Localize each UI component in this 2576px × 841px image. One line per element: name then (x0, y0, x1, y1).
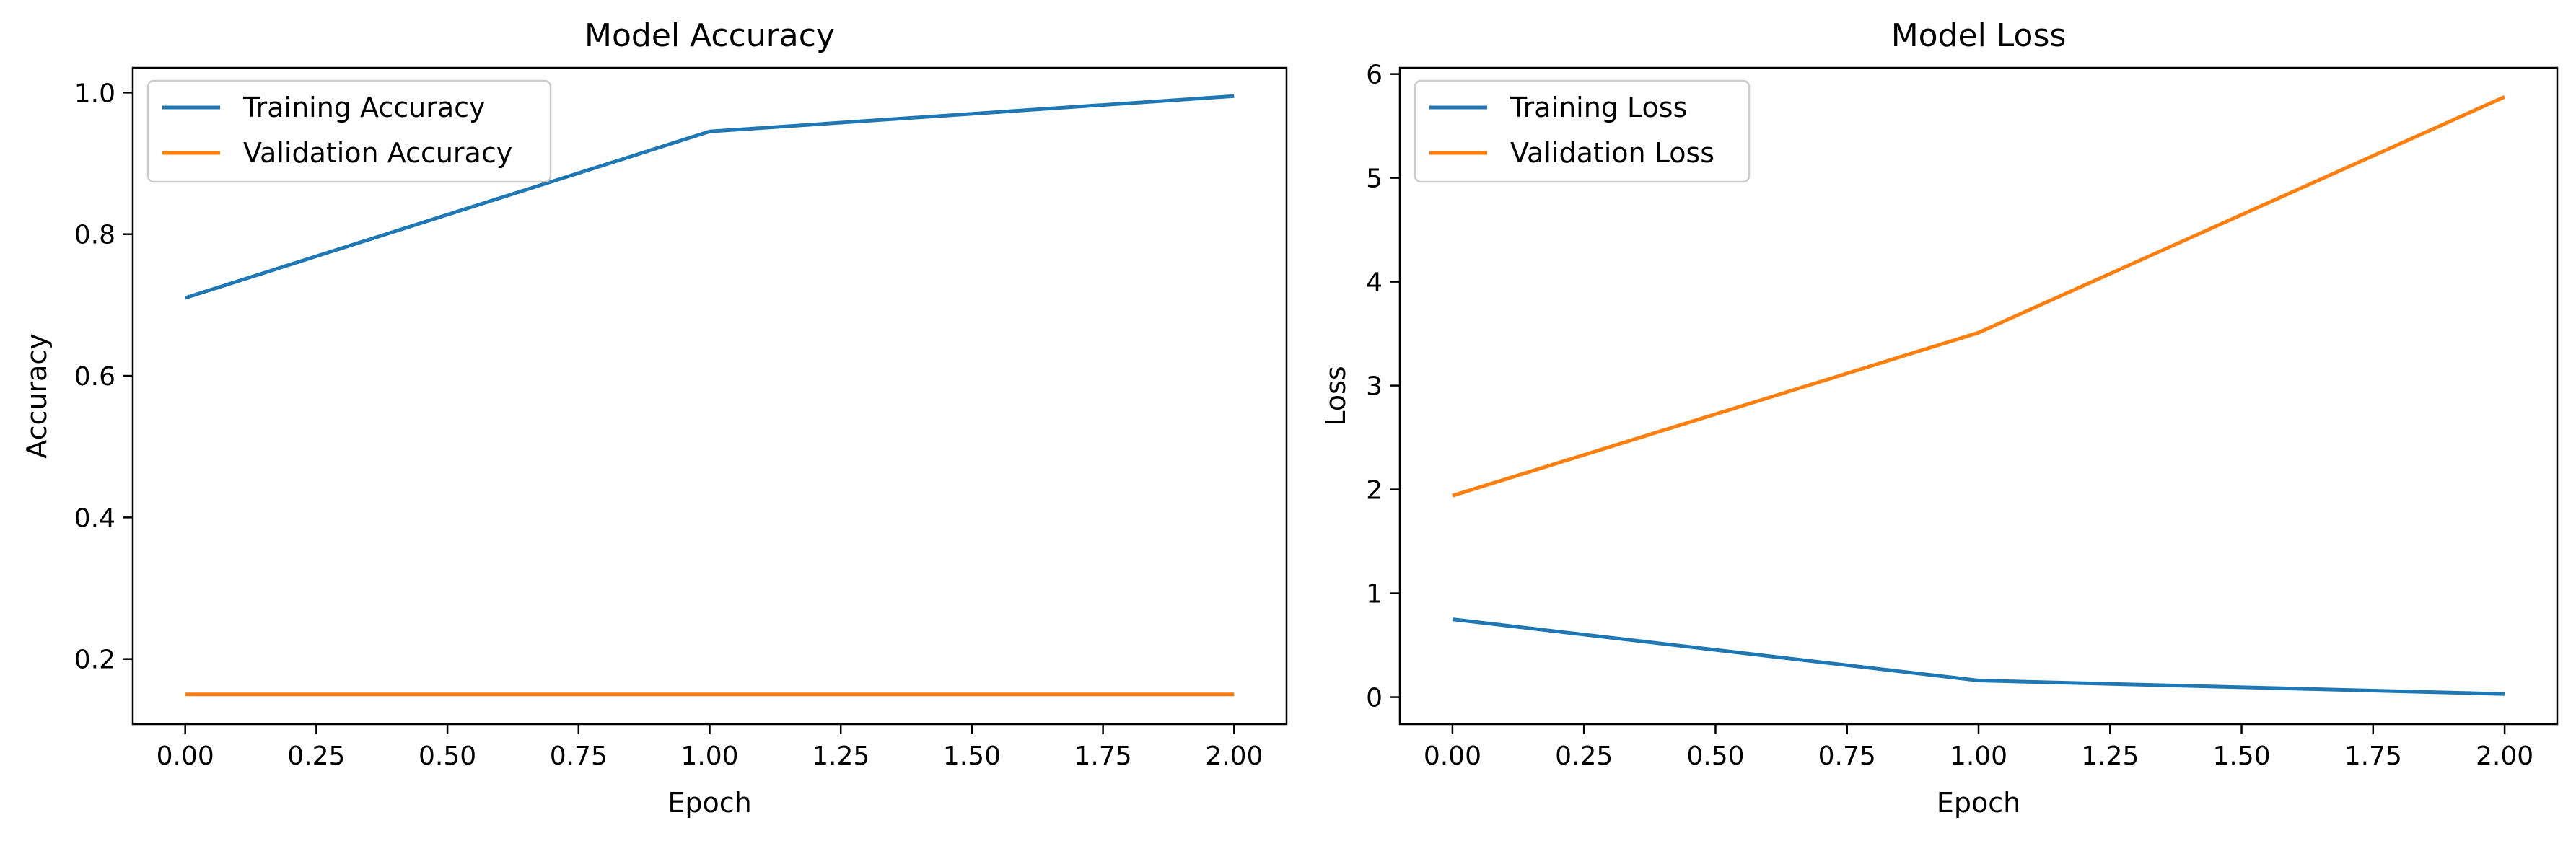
legend: Training Accuracy Validation Accuracy (146, 79, 552, 183)
x-axis-label: Epoch (667, 787, 751, 819)
legend-box (1414, 79, 1751, 183)
y-tick-label: 0.4 (74, 503, 115, 533)
x-tick-label: 1.25 (2081, 741, 2139, 771)
x-tick-label: 1.00 (680, 741, 738, 771)
chart-title: Model Loss (1891, 17, 2067, 54)
y-tick-label: 5 (1366, 164, 1383, 194)
x-tick-label: 1.75 (1074, 741, 1132, 771)
loss-chart: 0.00 0.25 0.50 0.75 1.00 1.25 1.50 1.75 2.00 0 1 2 3… (1320, 17, 2559, 819)
x-tick-label: 0.50 (1686, 741, 1744, 771)
y-tick-label: 3 (1366, 372, 1383, 402)
series-line-training (184, 94, 1235, 300)
series-line-training (1452, 617, 2505, 696)
x-tick-label: 1.25 (812, 741, 869, 771)
x-tick-label: 0.00 (157, 741, 214, 771)
x-tick-label: 1.50 (2212, 741, 2270, 771)
y-tick-label: 2 (1366, 476, 1383, 506)
x-tick-label: 0.25 (287, 741, 345, 771)
legend-label: Validation Accuracy (243, 137, 512, 169)
legend-label: Training Accuracy (242, 92, 486, 123)
x-tick-label: 0.00 (1424, 741, 1481, 771)
x-tick-label: 0.25 (1555, 741, 1613, 771)
legend-label: Validation Loss (1510, 137, 1714, 169)
x-tick-label: 0.75 (550, 741, 608, 771)
y-tick-label: 1.0 (74, 79, 115, 108)
x-tick-label: 1.50 (943, 741, 1001, 771)
y-tick-label: 0.8 (74, 221, 115, 250)
x-tick-label: 2.00 (1205, 741, 1263, 771)
x-axis-label: Epoch (1937, 787, 2020, 819)
y-axis-label: Accuracy (21, 333, 53, 459)
y-tick-label: 6 (1366, 61, 1383, 90)
chart-title: Model Accuracy (584, 17, 835, 54)
x-tick-label: 0.75 (1818, 741, 1876, 771)
legend-box (146, 79, 552, 183)
accuracy-chart: 0.00 0.25 0.50 0.75 1.00 1.25 1.50 1.75 2.00 0.2 0… (21, 17, 1288, 819)
y-tick-label: 0.6 (74, 362, 115, 392)
y-tick-label: 0.2 (74, 646, 115, 675)
x-tick-label: 1.00 (1950, 741, 2007, 771)
legend-label: Training Loss (1510, 92, 1687, 123)
x-tick-label: 1.75 (2344, 741, 2402, 771)
y-axis-label: Loss (1320, 366, 1351, 426)
y-tick-label: 0 (1366, 684, 1383, 713)
x-tick-label: 2.00 (2476, 741, 2533, 771)
y-tick-label: 4 (1366, 268, 1383, 298)
y-tick-label: 1 (1366, 580, 1383, 609)
x-tick-label: 0.50 (419, 741, 476, 771)
series-line-validation (1452, 95, 2506, 498)
legend: Training Loss Validation Loss (1414, 79, 1751, 183)
